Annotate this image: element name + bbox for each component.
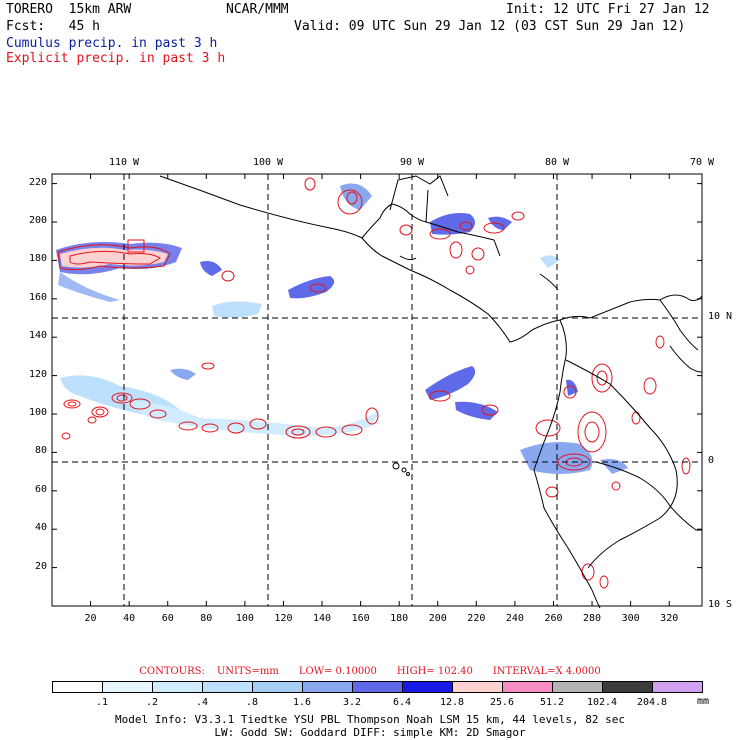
model-info-line2: LW: Godd SW: Goddard DIFF: simple KM: 2D… <box>214 726 526 739</box>
colorbar-swatch <box>502 681 553 693</box>
x-tick-label: 280 <box>583 613 602 624</box>
colorbar-swatch <box>252 681 303 693</box>
y-tick-label: 180 <box>28 253 47 265</box>
y-tick-label: 40 <box>34 522 47 534</box>
longitude-label: 90 W <box>399 157 425 168</box>
colorbar-label: .2 <box>145 697 159 708</box>
x-tick-label: 140 <box>312 613 332 624</box>
x-tick-label: 220 <box>467 613 486 624</box>
x-tick-label: 260 <box>544 613 563 624</box>
colorbar-swatch <box>52 681 103 693</box>
x-tick-label: 300 <box>621 613 640 624</box>
y-tick-label: 220 <box>28 176 47 188</box>
y-tick-label: 20 <box>34 560 47 572</box>
colorbar-swatch <box>452 681 503 693</box>
model-title: TORERO 15km ARW <box>6 2 132 17</box>
explicit-precip-contours <box>57 177 691 589</box>
contour-info: CONTOURS: UNITS=mm LOW= 0.10000 HIGH= 102.4… <box>0 666 740 677</box>
axis-ticks <box>52 174 702 606</box>
x-tick-label: 240 <box>505 613 524 624</box>
colorbar-swatch <box>202 681 253 693</box>
x-tick-label: 60 <box>161 613 174 624</box>
colorbar-label: 6.4 <box>392 697 412 708</box>
y-tick-label: 140 <box>28 330 47 342</box>
colorbar-label: 3.2 <box>342 697 362 708</box>
colorbar-swatch <box>602 681 653 693</box>
contour-interval: INTERVAL=X 4.0000 <box>492 666 601 677</box>
organization-label: NCAR/MMM <box>226 2 289 17</box>
contour-low: LOW= 0.10000 <box>298 666 377 677</box>
y-tick-label: 160 <box>28 291 47 303</box>
coastlines <box>159 175 703 609</box>
valid-time: Valid: 09 UTC Sun 29 Jan 12 (03 CST Sun … <box>294 19 686 34</box>
explicit-field-label: Explicit precip. in past 3 h <box>6 51 226 66</box>
x-tick-label: 200 <box>428 613 447 624</box>
y-tick-label: 100 <box>28 407 47 418</box>
latitude-label: 0 <box>708 455 715 466</box>
latitude-label: 10 N <box>708 311 733 322</box>
x-tick-label: 120 <box>274 613 293 624</box>
colorbar-label: .4 <box>195 697 209 708</box>
contour-label: CONTOURS: <box>139 666 205 677</box>
y-tick-label: 80 <box>34 445 47 457</box>
colorbar-label: 204.8 <box>636 697 668 708</box>
init-time: Init: 12 UTC Fri 27 Jan 12 <box>506 2 710 17</box>
contour-units: UNITS=mm <box>216 666 279 677</box>
colorbar-label: 51.2 <box>539 697 565 708</box>
y-tick-label: 120 <box>28 368 47 380</box>
y-tick-label: 200 <box>28 215 47 226</box>
colorbar-label: .8 <box>245 697 259 708</box>
galapagos-islands <box>392 462 410 476</box>
y-tick-label: 60 <box>34 483 47 495</box>
colorbar-swatch <box>552 681 603 693</box>
colorbar-label: 12.8 <box>439 697 465 708</box>
colorbar-unit: mm <box>697 696 710 707</box>
colorbar-swatch <box>652 681 703 693</box>
longitude-label: 80 W <box>544 157 570 168</box>
longitude-label: 110 W <box>108 157 140 168</box>
map-frame <box>51 173 703 607</box>
x-tick-label: 320 <box>660 613 679 624</box>
x-tick-label: 160 <box>351 613 370 624</box>
cumulus-field-label: Cumulus precip. in past 3 h <box>6 36 218 51</box>
colorbar-label: 25.6 <box>489 697 515 708</box>
colorbar-swatch <box>152 681 203 693</box>
latitude-label: 10 S <box>708 599 733 610</box>
contour-high: HIGH= 102.40 <box>396 666 473 677</box>
colorbar-label: 102.4 <box>586 697 618 708</box>
colorbar-label: .1 <box>95 697 109 708</box>
x-tick-label: 40 <box>123 613 136 624</box>
colorbar-label: 1.6 <box>292 697 312 708</box>
colorbar-swatch <box>402 681 453 693</box>
x-tick-label: 180 <box>390 613 409 624</box>
longitude-label: 70 W <box>689 157 715 168</box>
forecast-hour: Fcst: 45 h <box>6 19 100 34</box>
x-tick-label: 100 <box>235 613 254 624</box>
colorbar-swatch <box>302 681 353 693</box>
colorbar-swatch <box>102 681 153 693</box>
lat-lon-grid <box>52 174 702 606</box>
model-info-line1: Model Info: V3.3.1 Tiedtke YSU PBL Thomp… <box>115 713 625 726</box>
colorbar-swatch <box>352 681 403 693</box>
x-tick-label: 80 <box>200 613 213 624</box>
x-tick-label: 20 <box>84 613 97 624</box>
longitude-label: 100 W <box>252 157 284 168</box>
